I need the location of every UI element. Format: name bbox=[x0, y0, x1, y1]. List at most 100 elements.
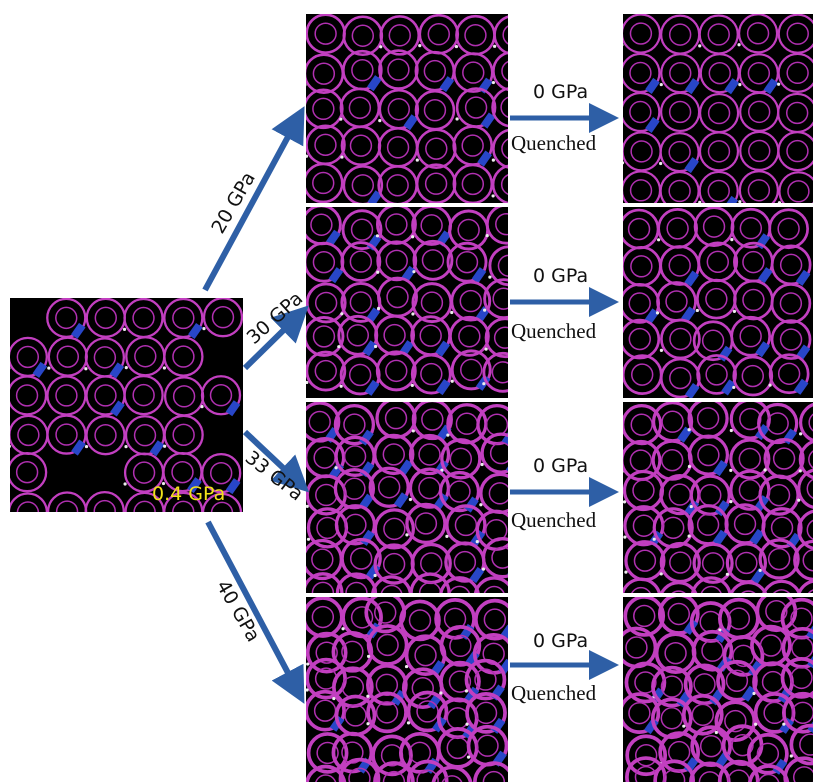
hydrogen bbox=[379, 45, 382, 48]
hydrogen bbox=[656, 311, 659, 314]
hydrogen bbox=[619, 349, 622, 352]
hydrogen bbox=[476, 540, 479, 543]
structure-panel bbox=[620, 399, 813, 622]
hydrogen bbox=[367, 655, 370, 658]
hydrogen bbox=[302, 603, 305, 606]
hydrogen bbox=[619, 313, 622, 316]
molecule bbox=[511, 229, 526, 245]
hydrogen bbox=[698, 201, 701, 204]
hydrogen bbox=[366, 695, 369, 698]
hydrogen bbox=[752, 692, 755, 695]
hydrogen bbox=[730, 429, 733, 432]
hydrogen bbox=[492, 81, 495, 84]
hydrogen bbox=[799, 469, 802, 472]
hydrogen bbox=[754, 723, 757, 726]
hydrogen bbox=[451, 380, 454, 383]
hydrogen bbox=[163, 445, 166, 448]
hydrogen bbox=[84, 367, 87, 370]
hydrogen bbox=[799, 432, 802, 435]
hydrogen bbox=[84, 521, 87, 524]
hydrogen bbox=[412, 429, 415, 432]
process-label: Quenched bbox=[511, 131, 597, 155]
structure-panel bbox=[302, 594, 514, 782]
hydrogen bbox=[450, 311, 453, 314]
hydrogen bbox=[465, 723, 468, 726]
molecule bbox=[109, 516, 124, 532]
hydrogen bbox=[85, 445, 88, 448]
hydrogen bbox=[332, 697, 335, 700]
hydrogen bbox=[305, 155, 308, 158]
hydrogen bbox=[733, 310, 736, 313]
hydrogen bbox=[690, 505, 693, 508]
hydrogen bbox=[446, 434, 449, 437]
hydrogen bbox=[778, 201, 781, 204]
hydrogen bbox=[715, 731, 718, 734]
hydrogen bbox=[482, 382, 485, 385]
hydrogen bbox=[488, 276, 491, 279]
hydrogen bbox=[445, 535, 448, 538]
hydrogen bbox=[481, 463, 484, 466]
hydrogen bbox=[623, 536, 626, 539]
hydrogen bbox=[306, 662, 309, 665]
structure-panel bbox=[303, 14, 533, 206]
hydrogen bbox=[405, 533, 408, 536]
process-label: Quenched bbox=[511, 508, 597, 532]
hydrogen bbox=[492, 159, 495, 162]
hydrogen bbox=[777, 83, 780, 86]
hydrogen bbox=[123, 328, 126, 331]
hydrogen bbox=[337, 345, 340, 348]
release-label: 0 GPa bbox=[533, 81, 588, 103]
hydrogen bbox=[374, 345, 377, 348]
hydrogen bbox=[340, 155, 343, 158]
hydrogen bbox=[483, 309, 486, 312]
hydrogen bbox=[738, 83, 741, 86]
release-label: 0 GPa bbox=[533, 265, 588, 287]
hydrogen bbox=[411, 235, 414, 238]
hydrogen bbox=[339, 118, 342, 121]
hydrogen bbox=[688, 465, 691, 468]
hydrogen bbox=[411, 384, 414, 387]
hydrogen bbox=[411, 312, 414, 315]
structure-panel bbox=[617, 592, 813, 782]
process-label: Quenched bbox=[511, 319, 597, 343]
hydrogen bbox=[492, 194, 495, 197]
hydrogen bbox=[759, 569, 762, 572]
hydrogen bbox=[479, 503, 482, 506]
hydrogen bbox=[123, 482, 126, 485]
hydrogen bbox=[439, 691, 442, 694]
hydrogen bbox=[47, 366, 50, 369]
hydrogen bbox=[660, 572, 663, 575]
structure-panel bbox=[620, 14, 813, 212]
hydrogen bbox=[782, 723, 785, 726]
hydrogen bbox=[455, 45, 458, 48]
hydrogen bbox=[465, 689, 468, 692]
hydrogen bbox=[682, 725, 685, 728]
arrow bbox=[208, 522, 296, 688]
hydrogen bbox=[416, 158, 419, 161]
hydrogen bbox=[306, 688, 309, 691]
molecule bbox=[510, 343, 525, 359]
hydrogen bbox=[8, 445, 11, 448]
hydrogen bbox=[729, 500, 732, 503]
hydrogen bbox=[763, 468, 766, 471]
hydrogen bbox=[769, 384, 772, 387]
hydrogen bbox=[302, 627, 305, 630]
hydrogen bbox=[657, 238, 660, 241]
hydrogen bbox=[409, 498, 412, 501]
hydrogen bbox=[485, 348, 488, 351]
hydrogen bbox=[737, 43, 740, 46]
hydrogen bbox=[306, 505, 309, 508]
hydrogen bbox=[726, 573, 729, 576]
molecule bbox=[514, 271, 529, 287]
hydrogen bbox=[660, 349, 663, 352]
molecule bbox=[518, 40, 533, 56]
hydrogen bbox=[340, 312, 343, 315]
process-label: Quenched bbox=[511, 681, 597, 705]
hydrogen bbox=[621, 161, 624, 164]
hydrogen bbox=[374, 574, 377, 577]
hydrogen bbox=[623, 500, 626, 503]
release-label: 0 GPa bbox=[533, 630, 588, 652]
structure-panel bbox=[619, 207, 813, 399]
hydrogen bbox=[334, 466, 337, 469]
hydrogen bbox=[687, 428, 690, 431]
